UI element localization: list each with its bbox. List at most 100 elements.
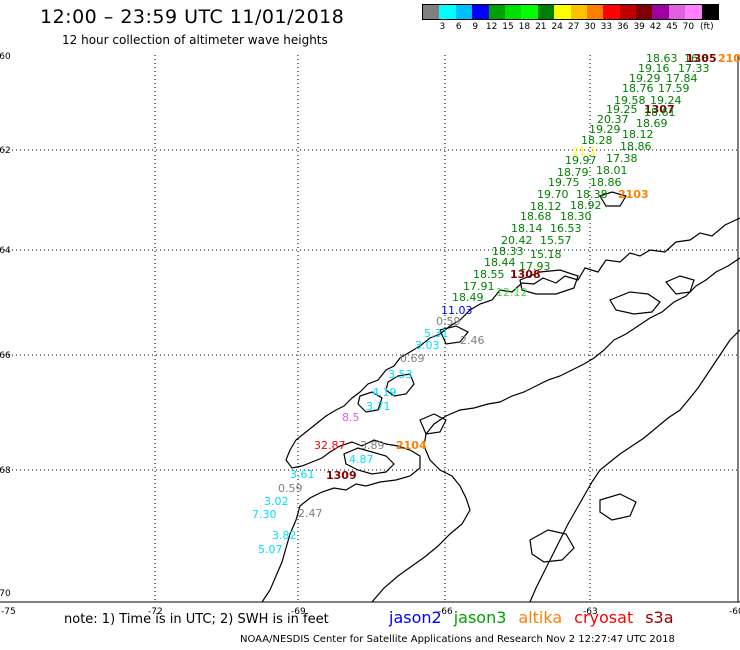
legend-label: 3	[439, 22, 446, 32]
wave-height-label: 15.57	[540, 234, 572, 247]
wave-height-label: 18.63	[646, 52, 678, 65]
wave-height-label: 3.02	[264, 495, 289, 508]
longitude-label: -63	[583, 607, 598, 617]
wave-height-label: 16.8	[684, 52, 709, 65]
legend-swatch	[668, 5, 686, 19]
legend-swatch	[701, 5, 719, 19]
satellite-altika: altika	[518, 608, 563, 627]
wave-height-label: 8.5	[342, 411, 360, 424]
latitude-label: -70	[0, 589, 11, 599]
wave-height-label: 3.61	[290, 468, 315, 481]
wave-height-label: 3.82	[272, 529, 297, 542]
longitude-label: -69	[291, 607, 306, 617]
wave-height-label: 19.58	[614, 94, 646, 107]
wave-height-label: 18.28	[581, 134, 613, 147]
legend-label: 33	[600, 22, 613, 32]
legend-swatch	[685, 5, 702, 19]
legend-label: 39	[633, 22, 645, 32]
wave-height-label: 18.33	[492, 245, 524, 258]
legend-unit: (ft)	[700, 22, 714, 32]
map-subtitle: 12 hour collection of altimeter wave hei…	[62, 33, 328, 47]
legend-swatch	[537, 5, 555, 19]
wave-height-label: 1308	[510, 268, 541, 281]
wave-height-label: 18.44	[484, 256, 516, 269]
map-title: 12:00 – 23:59 UTC 11/01/2018	[40, 6, 345, 28]
wave-height-label: 15.18	[530, 248, 562, 261]
wave-height-label: 18.38	[576, 188, 608, 201]
wave-height-label: 17.33	[678, 62, 710, 75]
legend-label: 30	[584, 22, 596, 32]
wave-height-label: 20.42	[501, 234, 533, 247]
wave-height-label: 1307	[644, 103, 675, 116]
legend-swatch	[439, 5, 456, 19]
wave-height-label: 5.31	[424, 327, 449, 340]
longitude-label: -60	[729, 607, 740, 617]
legend-color-bar	[422, 4, 720, 20]
graticule	[0, 55, 738, 602]
legend-swatch	[636, 5, 653, 19]
longitude-label: -66	[438, 607, 453, 617]
wave-height-label: 2103	[618, 188, 649, 201]
wave-height-label: 4.87	[349, 453, 374, 466]
latitude-label: -60	[0, 52, 11, 62]
wave-height-label: 11.03	[441, 304, 473, 317]
coastline	[261, 191, 740, 603]
legend-swatch	[619, 5, 637, 19]
credit-line: NOAA/NESDIS Center for Satellite Applica…	[240, 634, 675, 645]
wave-height-label: 18.86	[590, 176, 622, 189]
wave-height-label: 18.14	[511, 222, 543, 235]
longitude-label: -72	[148, 607, 163, 617]
legend-label: 24	[551, 22, 563, 32]
wave-height-label: 20.37	[597, 113, 629, 126]
legend-label: 6	[455, 22, 462, 32]
wave-height-label: 19.70	[537, 188, 569, 201]
wave-height-label: 1309	[326, 469, 357, 482]
wave-height-label: 3.03	[415, 339, 440, 352]
wave-height-label: 19.25	[606, 103, 638, 116]
wave-height-label: 19.24	[650, 94, 682, 107]
satellite-s3a: s3a	[645, 608, 674, 627]
wave-height-label: 19.75	[548, 176, 580, 189]
legend-swatch	[504, 5, 522, 19]
wave-height-label: 2.47	[298, 507, 323, 520]
satellite-jason3: jason3	[453, 608, 507, 627]
wave-height-label: 18.61	[644, 106, 676, 119]
latitude-label: -64	[0, 246, 11, 256]
wave-height-label: 21.1	[572, 145, 597, 158]
legend-label: 18	[518, 22, 531, 32]
wave-height-label: 210	[718, 52, 740, 65]
wave-height-label: 18.01	[596, 164, 628, 177]
legend-swatch	[521, 5, 538, 19]
latitude-label: -62	[0, 146, 11, 156]
legend-label: 70	[682, 22, 695, 32]
legend-swatch	[488, 5, 505, 19]
wave-height-label: 2.46	[460, 334, 485, 347]
color-legend: 3 6 9 12 15 18 21 24 27 30 33 36 39 42 45 70 (ft)	[422, 4, 720, 34]
legend-swatch	[472, 5, 489, 19]
legend-label: 27	[567, 22, 580, 32]
latitude-label: -66	[0, 351, 11, 361]
wave-height-label: 0.59	[436, 315, 461, 328]
legend-swatch	[554, 5, 571, 19]
axis-tick-labels: -60 -62 -64 -66 -68 -70 -75 -72 -69 -66 -63 -60	[0, 52, 740, 617]
wave-height-label: 18.69	[636, 117, 668, 130]
wave-height-label: 18.86	[620, 140, 652, 153]
wave-height-label: 18.79	[557, 166, 589, 179]
legend-swatch	[455, 5, 473, 19]
wave-height-label: 32.87	[314, 439, 346, 452]
wave-height-label: 5.07	[258, 543, 283, 556]
legend-swatch	[652, 5, 669, 19]
wave-height-label: 18.30	[560, 210, 592, 223]
wave-height-label: 12.12	[496, 286, 528, 299]
legend-swatch	[570, 5, 587, 19]
wave-height-label: 16.53	[550, 222, 582, 235]
satellite-jason2: jason2	[389, 608, 442, 627]
wave-height-label: 19.16	[638, 62, 670, 75]
wave-height-label: 7.30	[252, 508, 277, 521]
legend-label: 36	[617, 22, 629, 32]
legend-label: 45	[666, 22, 678, 32]
legend-labels: 3 6 9 12 15 18 21 24 27 30 33 36 39 42 45 70 (ft)	[422, 20, 719, 34]
legend-swatch	[586, 5, 604, 19]
wave-height-label: 17.38	[606, 152, 638, 165]
